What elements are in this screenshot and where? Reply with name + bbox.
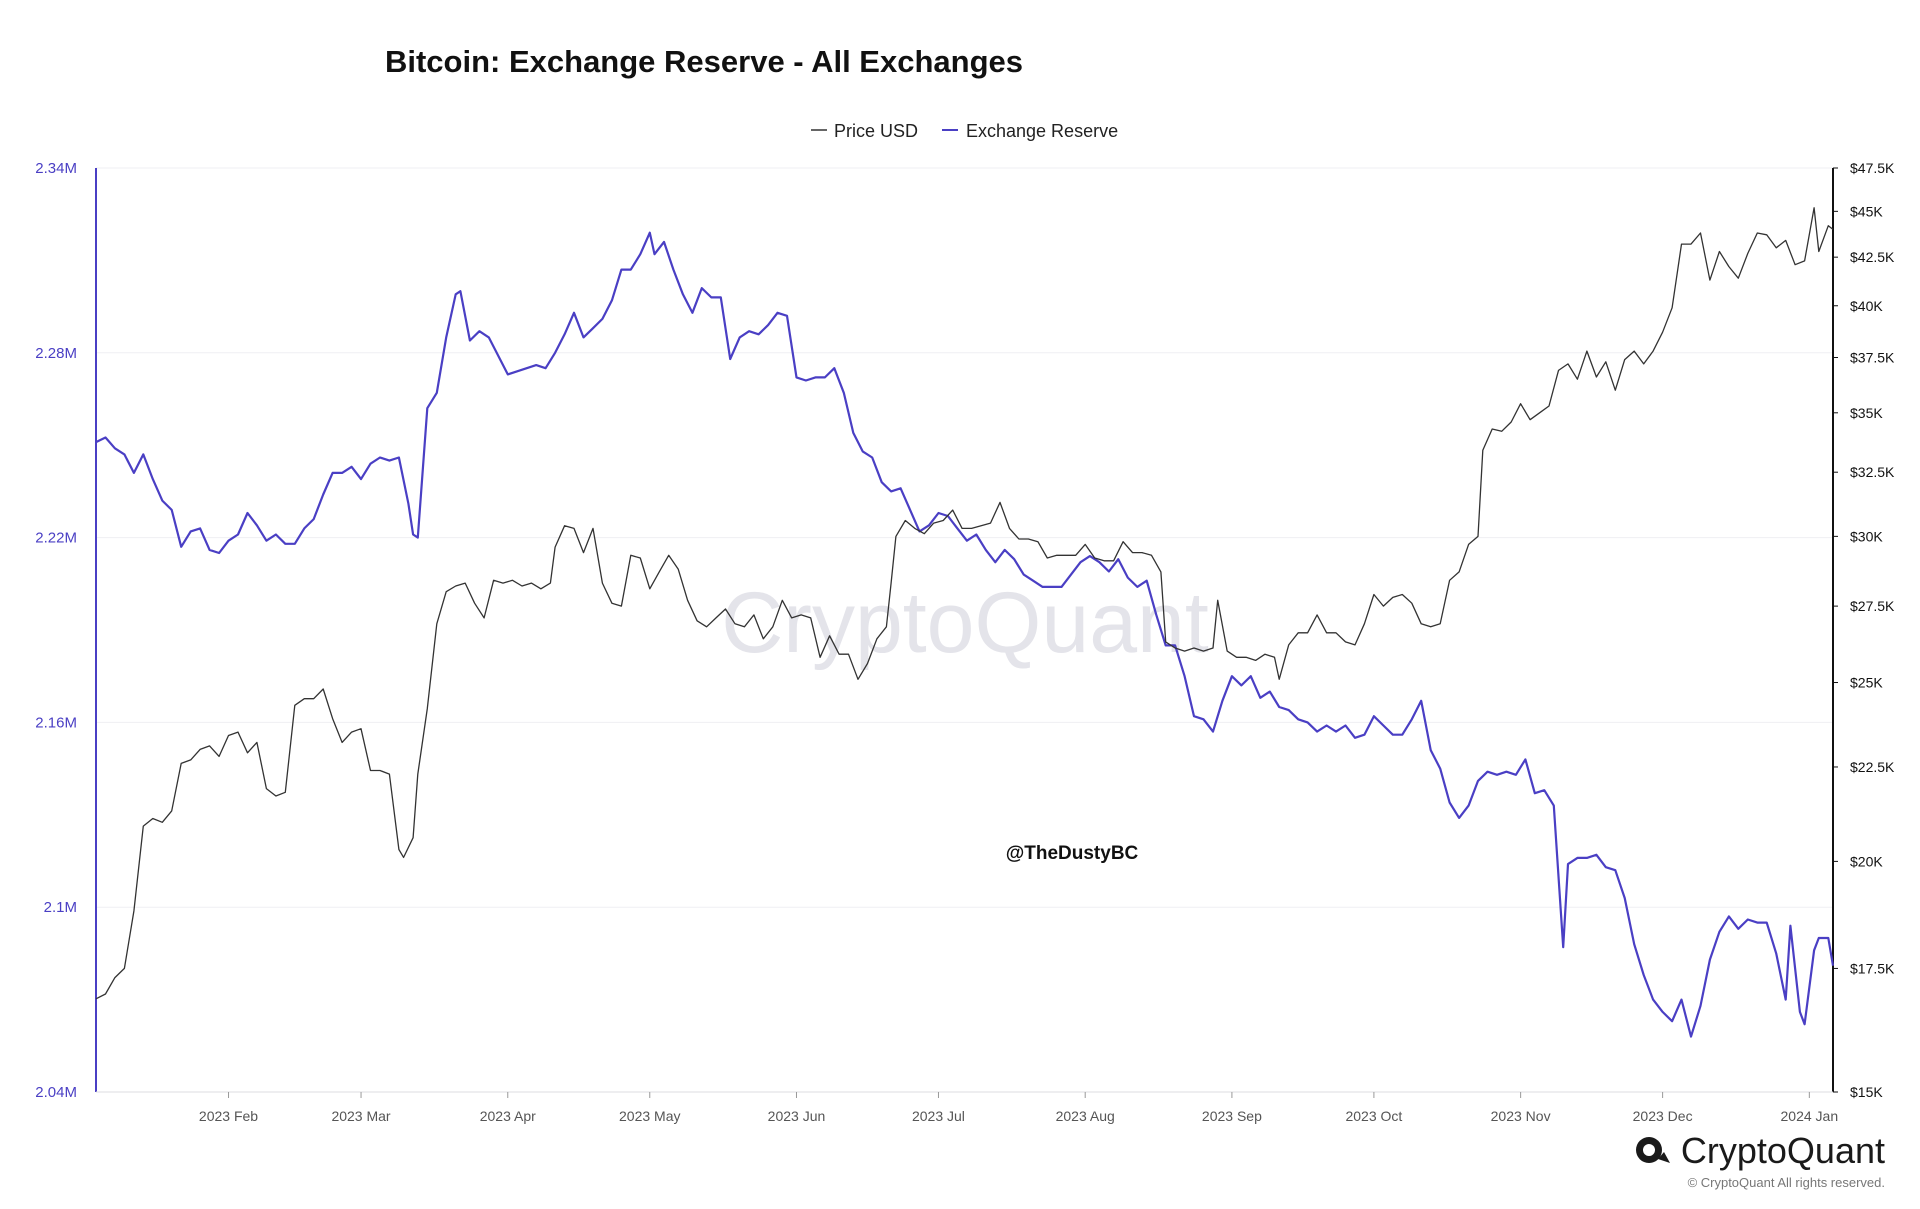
x-tick-label: 2023 Apr — [480, 1108, 536, 1124]
left-axis-ticks: 2.04M 2.1M 2.16M 2.22M 2.28M 2.34M — [35, 160, 77, 1101]
left-tick-label: 2.34M — [35, 160, 77, 177]
axes — [95, 168, 1834, 1093]
right-tick-label: $27.5K — [1850, 598, 1895, 614]
right-tick-label: $30K — [1850, 528, 1883, 544]
right-tick-label: $37.5K — [1850, 349, 1895, 365]
left-tick-label: 2.16M — [35, 714, 77, 731]
series-layer — [95, 207, 1835, 1038]
x-tick-label: 2023 Jul — [912, 1108, 965, 1124]
legend-label-price[interactable]: Price USD — [834, 121, 918, 141]
x-tick-label: 2023 Sep — [1202, 1108, 1262, 1124]
series-line-price-usd[interactable] — [95, 207, 1834, 1000]
legend-label-reserve[interactable]: Exchange Reserve — [966, 121, 1118, 141]
right-tick-label: $42.5K — [1850, 249, 1895, 265]
x-tick-label: 2023 Jun — [768, 1108, 826, 1124]
brand-logo: CryptoQuant — [1636, 1130, 1885, 1171]
right-tick-label: $40K — [1850, 298, 1883, 314]
right-tick-label: $20K — [1850, 853, 1883, 869]
right-tick-label: $17.5K — [1850, 960, 1895, 976]
left-tick-label: 2.22M — [35, 530, 77, 547]
x-tick-label: 2023 Oct — [1345, 1108, 1402, 1124]
x-tick-label: 2023 May — [619, 1108, 680, 1124]
series-line-exchange-reserve[interactable] — [95, 231, 1835, 1038]
copyright-text: © CryptoQuant All rights reserved. — [1688, 1175, 1885, 1190]
chart-title: Bitcoin: Exchange Reserve - All Exchange… — [385, 44, 1023, 79]
right-tick-label: $47.5K — [1850, 160, 1895, 176]
x-tick-label: 2023 Feb — [199, 1108, 258, 1124]
cryptoquant-logo-icon — [1636, 1137, 1670, 1163]
right-axis-ticks: $15K $17.5K $20K $22.5K $25K $27.5K $30K $32.5K… — [1833, 160, 1895, 1100]
legend: Price USD Exchange Reserve — [811, 121, 1118, 141]
annotation-handle: @TheDustyBC — [1006, 843, 1139, 864]
x-tick-label: 2023 Dec — [1633, 1108, 1693, 1124]
right-tick-label: $45K — [1850, 203, 1883, 219]
left-tick-label: 2.28M — [35, 345, 77, 362]
right-tick-label: $32.5K — [1850, 464, 1895, 480]
x-tick-label: 2023 Mar — [331, 1108, 390, 1124]
right-tick-label: $25K — [1850, 675, 1883, 691]
left-tick-label: 2.04M — [35, 1084, 77, 1101]
watermark-text: CryptoQuant — [721, 575, 1209, 671]
brand-name: CryptoQuant — [1681, 1130, 1885, 1171]
x-tick-label: 2023 Aug — [1056, 1108, 1115, 1124]
x-tick-label: 2023 Nov — [1491, 1108, 1551, 1124]
left-tick-label: 2.1M — [44, 899, 77, 916]
right-tick-label: $35K — [1850, 405, 1883, 421]
x-tick-label: 2024 Jan — [1781, 1108, 1839, 1124]
x-axis-ticks: 2023 Feb 2023 Mar 2023 Apr 2023 May 2023 Jun… — [199, 1092, 1838, 1124]
right-tick-label: $15K — [1850, 1084, 1883, 1100]
right-tick-label: $22.5K — [1850, 759, 1895, 775]
